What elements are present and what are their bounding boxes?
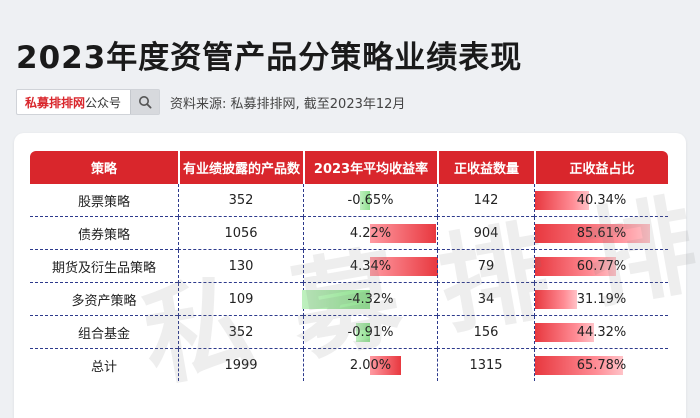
avg-return-cell: -4.32% (302, 283, 437, 316)
product-count-cell: 352 (178, 316, 303, 349)
positive-ratio-bar (535, 257, 617, 276)
positive-ratio-value: 85.61% (576, 225, 627, 241)
search-box[interactable]: 私募排排网 公众号 (16, 89, 160, 115)
avg-return-cell: -0.65% (303, 184, 437, 217)
positive-count-cell: 156 (437, 316, 534, 349)
strategy-cell: 债券策略 (30, 217, 178, 250)
positive-ratio-value: 31.19% (576, 291, 627, 307)
avg-return-bar (359, 191, 370, 210)
strategy-cell: 组合基金 (30, 316, 178, 349)
avg-return-value: -0.65% (347, 192, 394, 208)
positive-ratio-value: 44.32% (576, 324, 627, 340)
avg-return-value: -4.32% (347, 291, 394, 307)
positive-ratio-cell: 44.32% (534, 316, 668, 349)
positive-ratio-bar (535, 323, 595, 342)
performance-table: 策略 有业绩披露的产品数 2023年平均收益率 正收益数量 正收益占比 股票策略… (30, 151, 668, 381)
avg-return-bar (302, 290, 370, 309)
header-avg-return: 2023年平均收益率 (303, 151, 437, 184)
table-row: 期货及衍生品策略 130 4.34% 79 60.77% (30, 250, 668, 283)
header-positive-count: 正收益数量 (437, 151, 534, 184)
search-suffix-text: 公众号 (85, 95, 122, 110)
avg-return-value: -0.91% (347, 324, 394, 340)
positive-count-cell: 142 (437, 184, 534, 217)
strategy-cell: 期货及衍生品策略 (30, 250, 178, 283)
product-count-cell: 109 (178, 283, 303, 316)
positive-ratio-bar (535, 224, 650, 243)
positive-count-cell: 904 (437, 217, 534, 250)
product-count-cell: 1056 (178, 217, 303, 250)
search-icon (139, 96, 152, 109)
avg-return-value: 4.22% (349, 225, 392, 241)
positive-ratio-value: 40.34% (576, 192, 627, 208)
product-count-cell: 130 (178, 250, 303, 283)
avg-return-cell: -0.91% (303, 316, 437, 349)
positive-ratio-cell: 40.34% (534, 184, 668, 217)
strategy-cell: 多资产策略 (30, 283, 178, 316)
avg-return-cell: 2.00% (303, 349, 437, 381)
positive-ratio-cell: 60.77% (534, 250, 668, 283)
avg-return-bar (355, 323, 370, 342)
table-row: 股票策略 352 -0.65% 142 40.34% (30, 184, 668, 217)
page-title: 2023年度资管产品分策略业绩表现 (16, 40, 523, 76)
header-strategy: 策略 (30, 151, 178, 184)
avg-return-bar (370, 257, 438, 276)
strategy-cell: 股票策略 (30, 184, 178, 217)
table-row: 总计 1999 2.00% 1315 65.78% (30, 349, 668, 381)
avg-return-cell: 4.34% (303, 250, 438, 283)
positive-ratio-cell: 85.61% (534, 217, 668, 250)
positive-ratio-value: 60.77% (576, 258, 627, 274)
product-count-cell: 1999 (178, 349, 303, 381)
product-count-cell: 352 (178, 184, 303, 217)
search-brand-text: 私募排排网 (25, 95, 86, 110)
positive-ratio-cell: 65.78% (534, 349, 668, 381)
avg-return-value: 4.34% (349, 258, 392, 274)
positive-ratio-value: 65.78% (576, 357, 627, 373)
positive-count-cell: 34 (437, 283, 534, 316)
table-row: 组合基金 352 -0.91% 156 44.32% (30, 316, 668, 349)
data-source-note: 资料来源: 私募排排网, 截至2023年12月 (170, 97, 406, 112)
positive-ratio-bar (535, 290, 577, 309)
table-header-row: 策略 有业绩披露的产品数 2023年平均收益率 正收益数量 正收益占比 (30, 151, 668, 184)
table-row: 债券策略 1056 4.22% 904 85.61% (30, 217, 668, 250)
positive-count-cell: 1315 (437, 349, 534, 381)
header-positive-ratio: 正收益占比 (534, 151, 668, 184)
avg-return-bar (370, 356, 402, 375)
positive-ratio-bar (535, 191, 590, 210)
positive-count-cell: 79 (437, 250, 534, 283)
strategy-cell: 总计 (90, 359, 117, 375)
header-product-count: 有业绩披露的产品数 (178, 151, 303, 184)
avg-return-bar (370, 224, 437, 243)
avg-return-value: 2.00% (349, 357, 392, 373)
avg-return-cell: 4.22% (303, 217, 437, 250)
positive-ratio-cell: 31.19% (534, 283, 668, 316)
search-button[interactable] (130, 90, 159, 114)
table-row: 多资产策略 109 -4.32% 34 31.19% (30, 283, 668, 316)
positive-ratio-bar (535, 356, 624, 375)
